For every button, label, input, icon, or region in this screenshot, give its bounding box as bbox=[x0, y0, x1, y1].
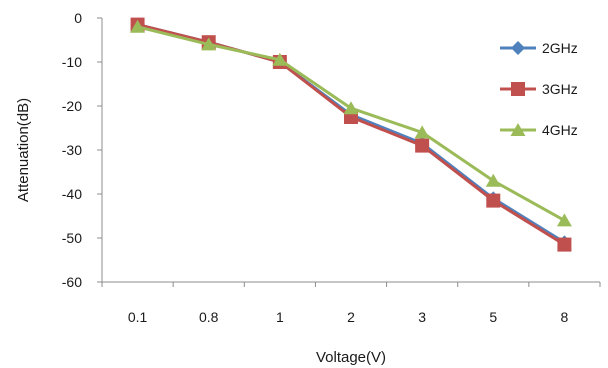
x-tick-label: 3 bbox=[418, 309, 426, 325]
y-tick-label: -50 bbox=[62, 230, 82, 246]
series-line bbox=[137, 23, 566, 246]
series-3GHz bbox=[130, 17, 572, 252]
legend-item-2GHz: 2GHz bbox=[500, 40, 578, 56]
y-tick-labels: 0 -10 -20 -30 -40 -50 -60 bbox=[62, 10, 82, 290]
data-point bbox=[415, 138, 430, 153]
legend: 2GHz 3GHz 4GHz bbox=[500, 40, 578, 138]
x-tick-labels: 0.1 0.8 1 2 3 5 8 bbox=[128, 309, 569, 325]
x-tick-label: 5 bbox=[489, 309, 497, 325]
legend-marker bbox=[510, 123, 526, 136]
x-tick-label: 2 bbox=[347, 309, 355, 325]
y-tick-label: -40 bbox=[62, 186, 82, 202]
data-point bbox=[130, 19, 146, 33]
data-point bbox=[486, 193, 501, 208]
x-tick-label: 1 bbox=[276, 309, 284, 325]
data-point bbox=[414, 125, 430, 139]
legend-marker bbox=[511, 41, 525, 55]
axes bbox=[97, 17, 601, 287]
series-4GHz bbox=[130, 19, 572, 227]
y-tick-label: -30 bbox=[62, 142, 82, 158]
x-tick-label: 0.1 bbox=[128, 309, 148, 325]
data-point bbox=[272, 52, 288, 66]
data-point bbox=[485, 173, 501, 187]
legend-item-3GHz: 3GHz bbox=[500, 81, 578, 97]
series-line bbox=[137, 23, 566, 244]
legend-label: 2GHz bbox=[542, 40, 578, 56]
x-tick-label: 0.8 bbox=[199, 309, 219, 325]
y-tick-label: 0 bbox=[74, 10, 82, 26]
y-tick-label: -60 bbox=[62, 274, 82, 290]
legend-label: 4GHz bbox=[542, 122, 578, 138]
series-layer bbox=[130, 17, 572, 252]
data-point bbox=[201, 37, 217, 51]
legend-marker bbox=[511, 82, 525, 96]
y-tick-label: -20 bbox=[62, 98, 82, 114]
legend-item-4GHz: 4GHz bbox=[500, 122, 578, 138]
legend-label: 3GHz bbox=[542, 81, 578, 97]
y-tick-label: -10 bbox=[62, 54, 82, 70]
x-axis-label: Voltage(V) bbox=[316, 349, 386, 366]
data-point bbox=[556, 213, 572, 227]
data-point bbox=[343, 101, 359, 115]
series-2GHz bbox=[130, 17, 572, 250]
data-point bbox=[557, 237, 572, 252]
x-tick-label: 8 bbox=[561, 309, 569, 325]
y-axis-label: Attenuation(dB) bbox=[15, 98, 32, 202]
